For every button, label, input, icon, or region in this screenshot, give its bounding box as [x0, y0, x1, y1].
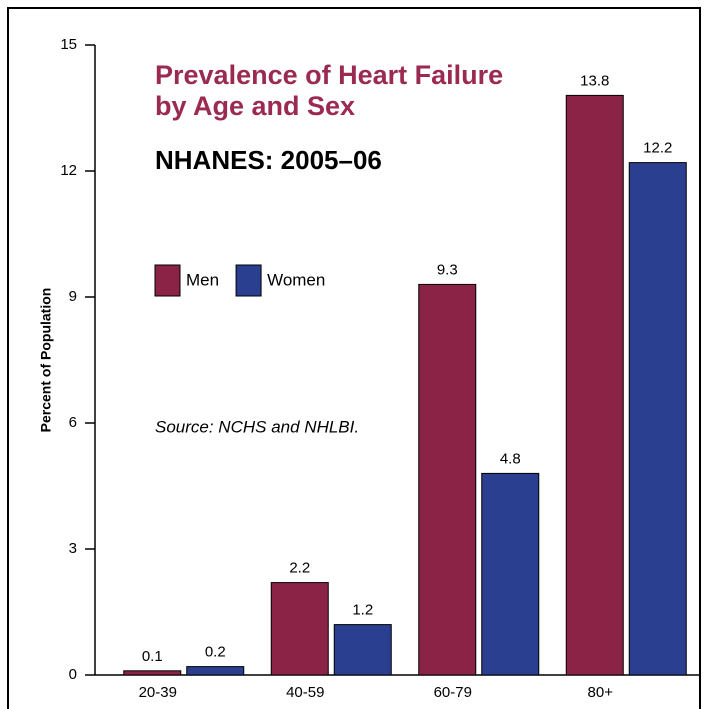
- x-tick-label: 20-39: [139, 684, 177, 701]
- y-tick-label: 3: [69, 540, 77, 557]
- y-tick-label: 15: [60, 36, 77, 53]
- chart-subtitle: NHANES: 2005–06: [155, 145, 382, 175]
- bar: [123, 670, 182, 676]
- bar: [333, 624, 392, 676]
- frame: [7, 7, 701, 709]
- bar: [270, 582, 329, 676]
- value-label: 13.8: [580, 72, 609, 89]
- x-tick-label: 40-59: [286, 684, 324, 701]
- bar: [186, 666, 245, 676]
- value-label: 9.3: [437, 261, 458, 278]
- value-label: 0.1: [142, 648, 163, 665]
- bar: [418, 283, 477, 676]
- value-label: 1.2: [352, 602, 373, 619]
- chart-title: by Age and Sex: [155, 91, 355, 121]
- y-tick-label: 9: [69, 288, 77, 305]
- x-tick-label: 60-79: [434, 684, 472, 701]
- annotation: Source: NCHS and NHLBI.: [155, 417, 359, 436]
- bar: [628, 162, 687, 676]
- y-axis-label: Percent of Population: [38, 288, 54, 433]
- y-tick-label: 0: [69, 666, 77, 683]
- bar: [481, 472, 540, 676]
- x-tick-label: 80+: [588, 684, 614, 701]
- y-tick-label: 12: [60, 162, 77, 179]
- value-label: 2.2: [289, 560, 310, 577]
- chart-title: Prevalence of Heart Failure: [155, 60, 503, 90]
- value-label: 0.2: [205, 644, 226, 661]
- legend-label: Women: [267, 270, 325, 289]
- legend-swatch: [235, 264, 262, 297]
- legend-label: Men: [186, 270, 219, 289]
- value-label: 12.2: [643, 140, 672, 157]
- y-tick-label: 6: [69, 414, 77, 431]
- legend-swatch: [154, 264, 181, 297]
- bar: [565, 94, 624, 676]
- value-label: 4.8: [500, 450, 521, 467]
